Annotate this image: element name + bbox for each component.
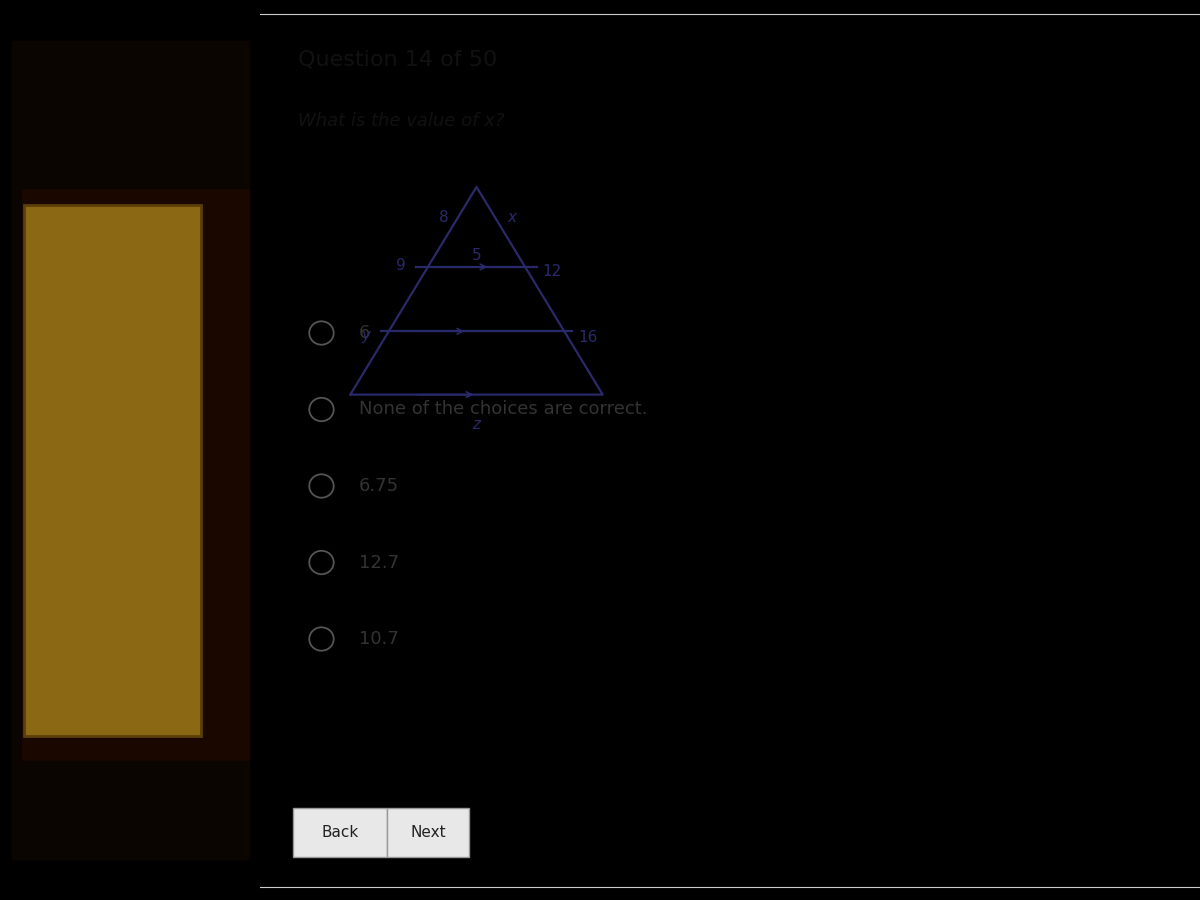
Text: 6.75: 6.75 [359, 477, 400, 495]
Text: 9: 9 [396, 258, 406, 274]
Text: x: x [508, 210, 516, 224]
Text: 16: 16 [578, 330, 598, 345]
Text: Next: Next [410, 825, 445, 840]
Text: Question 14 of 50: Question 14 of 50 [298, 50, 497, 69]
FancyBboxPatch shape [24, 204, 202, 736]
Text: Back: Back [322, 825, 359, 840]
Text: 5: 5 [472, 248, 481, 263]
Text: 10.7: 10.7 [359, 630, 398, 648]
Text: 6: 6 [359, 324, 371, 342]
Text: y: y [361, 328, 371, 343]
Text: 8: 8 [439, 210, 449, 224]
FancyBboxPatch shape [388, 808, 468, 857]
Text: 12: 12 [542, 264, 562, 278]
FancyBboxPatch shape [293, 808, 388, 857]
Text: 12.7: 12.7 [359, 554, 400, 572]
Text: None of the choices are correct.: None of the choices are correct. [359, 400, 648, 418]
Text: What is the value of x?: What is the value of x? [298, 112, 504, 130]
Text: z: z [473, 418, 480, 433]
